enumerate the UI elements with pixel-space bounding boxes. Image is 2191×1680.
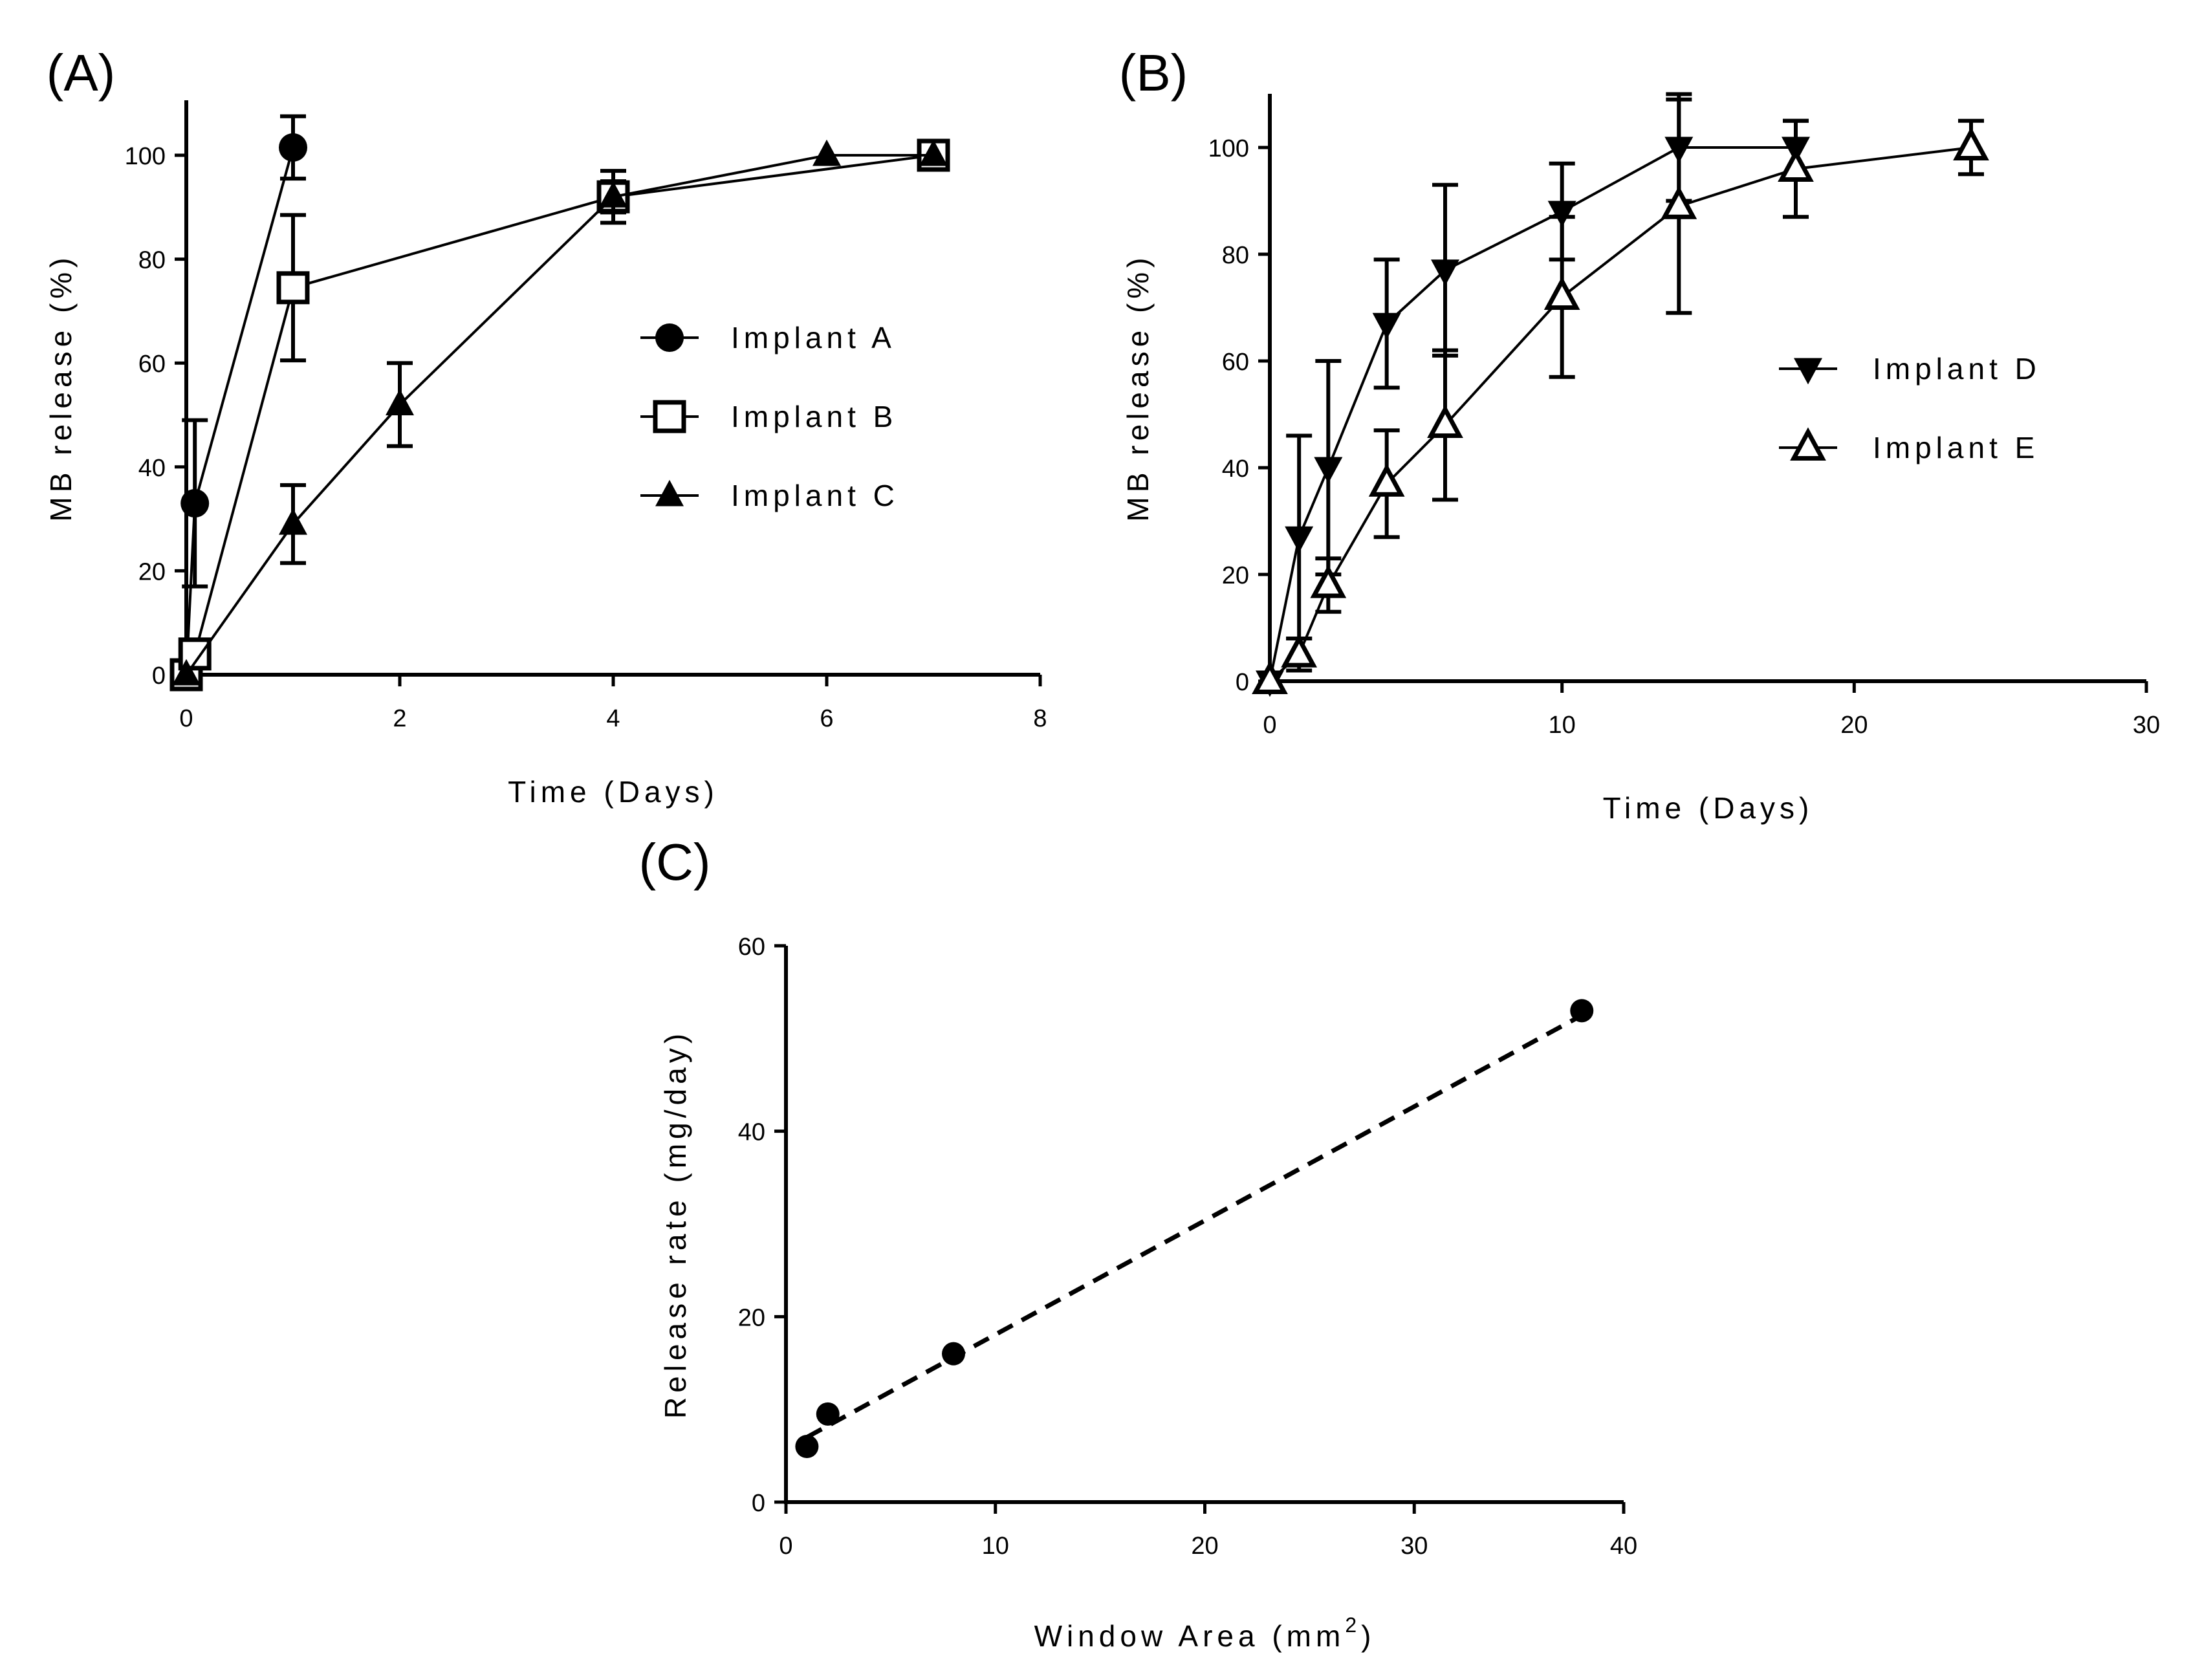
data-point — [180, 489, 210, 518]
y-tick-label: 60 — [738, 933, 765, 961]
data-point — [812, 139, 841, 166]
legend-marker — [655, 323, 684, 352]
data-point — [279, 133, 307, 162]
series-implant-a — [172, 114, 307, 689]
legend-marker — [655, 479, 684, 507]
data-point — [1252, 660, 1288, 694]
data-point — [942, 1342, 965, 1366]
legend-marker — [1790, 427, 1826, 461]
x-tick-label: 0 — [1263, 712, 1276, 739]
x-axis-title-superscript: 2 — [1345, 1613, 1361, 1637]
data-point — [919, 139, 948, 166]
x-tick-label: 40 — [1610, 1533, 1637, 1560]
legend-label: Implant D — [1873, 352, 2041, 386]
data-point — [1953, 127, 1989, 160]
y-tick-label: 20 — [1222, 562, 1249, 589]
data-point — [1431, 259, 1459, 286]
x-tick-label: 0 — [179, 705, 193, 732]
data-point — [276, 271, 310, 305]
x-axis-title: Time (Days) — [1603, 791, 1814, 825]
series-line — [185, 154, 933, 676]
data-point — [1314, 457, 1343, 484]
legend-label: Implant E — [1873, 431, 2039, 464]
y-tick-label: 20 — [138, 558, 166, 585]
data-point — [386, 389, 414, 415]
panel-c: (C) 0 10 20 30 40 0 20 40 60 Window Area (mm2) Rele… — [638, 833, 1637, 1653]
data-point — [1427, 404, 1463, 438]
legend-label: Implant C — [731, 479, 899, 512]
panel-label: (C) — [638, 833, 710, 891]
x-axis-title-close: ) — [1361, 1619, 1375, 1653]
panel-label: (A) — [47, 44, 116, 102]
y-tick-label: 0 — [752, 1490, 765, 1517]
legend-marker — [653, 400, 686, 433]
series-line — [1269, 146, 1796, 682]
y-tick-label: 40 — [138, 455, 166, 482]
y-axis-title: MB release (%) — [44, 254, 78, 522]
y-tick-label: 60 — [138, 351, 166, 378]
x-tick-label: 6 — [820, 705, 833, 732]
x-tick-label: 10 — [1549, 712, 1576, 739]
fit-line — [805, 1013, 1583, 1439]
y-tick-label: 20 — [738, 1304, 765, 1331]
data-point — [816, 1402, 840, 1426]
x-tick-label: 10 — [982, 1533, 1009, 1560]
data-point — [1547, 201, 1576, 228]
legend-marker — [1794, 358, 1822, 385]
series-implant-c — [172, 139, 948, 686]
data-point — [1368, 463, 1405, 497]
y-tick-label: 0 — [152, 662, 166, 690]
data-point — [1372, 312, 1401, 340]
data-point — [599, 181, 627, 208]
data-point — [1778, 148, 1814, 182]
x-tick-label: 0 — [779, 1533, 792, 1560]
series-implant-e — [1252, 97, 1989, 694]
data-point — [795, 1435, 819, 1458]
x-tick-label: 20 — [1840, 712, 1868, 739]
y-tick-label: 60 — [1222, 349, 1249, 376]
x-tick-label: 30 — [2133, 712, 2160, 739]
y-tick-label: 100 — [1208, 135, 1249, 162]
x-tick-label: 20 — [1191, 1533, 1218, 1560]
data-point — [1661, 186, 1697, 219]
y-tick-label: 40 — [1222, 455, 1249, 483]
x-tick-label: 8 — [1033, 705, 1047, 732]
y-tick-label: 80 — [138, 247, 166, 274]
series-line — [185, 147, 294, 675]
y-tick-label: 40 — [738, 1119, 765, 1146]
data-point — [172, 659, 201, 686]
x-tick-label: 2 — [393, 705, 406, 732]
y-tick-label: 80 — [1222, 242, 1249, 269]
data-point — [279, 508, 307, 535]
legend-label: Implant B — [731, 400, 897, 433]
series-line — [1269, 146, 1972, 682]
y-axis-title: Release rate (mg/day) — [659, 1029, 692, 1419]
x-axis-title: Window Area (mm2) — [1034, 1613, 1376, 1653]
series-implant-d — [1256, 92, 1810, 697]
legend-label: Implant A — [731, 321, 896, 355]
x-axis-title: Time (Days) — [508, 775, 719, 809]
panel-b: (B) 0 10 20 30 0 20 40 60 80 100 Time (Days) MB rele… — [1119, 44, 2160, 825]
data-point — [1543, 276, 1580, 310]
y-axis-title: MB release (%) — [1121, 254, 1155, 522]
y-tick-label: 0 — [1236, 669, 1249, 696]
y-tick-label: 100 — [125, 143, 166, 170]
x-tick-label: 30 — [1401, 1533, 1428, 1560]
data-point — [1281, 634, 1318, 668]
panel-label: (B) — [1119, 44, 1188, 102]
x-tick-label: 4 — [606, 705, 620, 732]
data-point — [1285, 526, 1314, 553]
data-point — [1570, 999, 1594, 1023]
data-point — [1310, 564, 1347, 598]
